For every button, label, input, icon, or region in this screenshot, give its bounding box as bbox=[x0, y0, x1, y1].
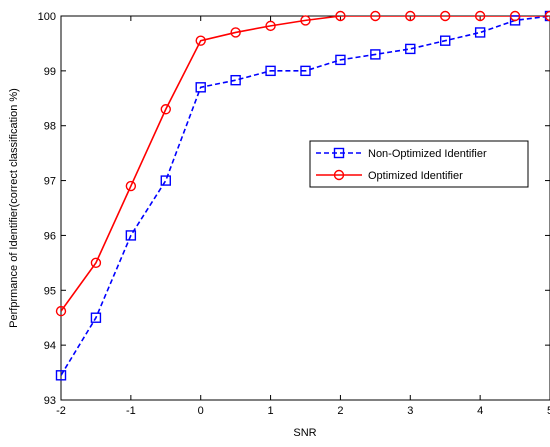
y-tick-label: 100 bbox=[38, 11, 56, 23]
legend-label-optimized: Optimized Identifier bbox=[368, 170, 463, 182]
x-tick-label: 4 bbox=[477, 405, 483, 417]
x-axis-title: SNR bbox=[293, 427, 316, 439]
x-tick-label: 2 bbox=[337, 405, 343, 417]
y-tick-label: 93 bbox=[44, 395, 56, 407]
plot-area bbox=[61, 16, 550, 400]
legend-label-non-optimized: Non-Optimized Identifier bbox=[368, 148, 487, 160]
y-tick-label: 94 bbox=[44, 340, 56, 352]
x-tick-label: -2 bbox=[56, 405, 66, 417]
y-tick-label: 98 bbox=[44, 121, 56, 133]
x-tick-label: -1 bbox=[126, 405, 136, 417]
y-tick-label: 99 bbox=[44, 66, 56, 78]
y-tick-label: 95 bbox=[44, 285, 56, 297]
y-axis-title: Perfprmance of Identifier(correct classi… bbox=[8, 88, 20, 328]
y-tick-label: 96 bbox=[44, 230, 56, 242]
x-tick-label: 0 bbox=[198, 405, 204, 417]
x-tick-label: 3 bbox=[407, 405, 413, 417]
plot-frame bbox=[61, 16, 550, 400]
y-tick-label: 97 bbox=[44, 176, 56, 188]
x-tick-label: 1 bbox=[268, 405, 274, 417]
legend: Non-Optimized Identifier Optimized Ident… bbox=[310, 141, 528, 187]
